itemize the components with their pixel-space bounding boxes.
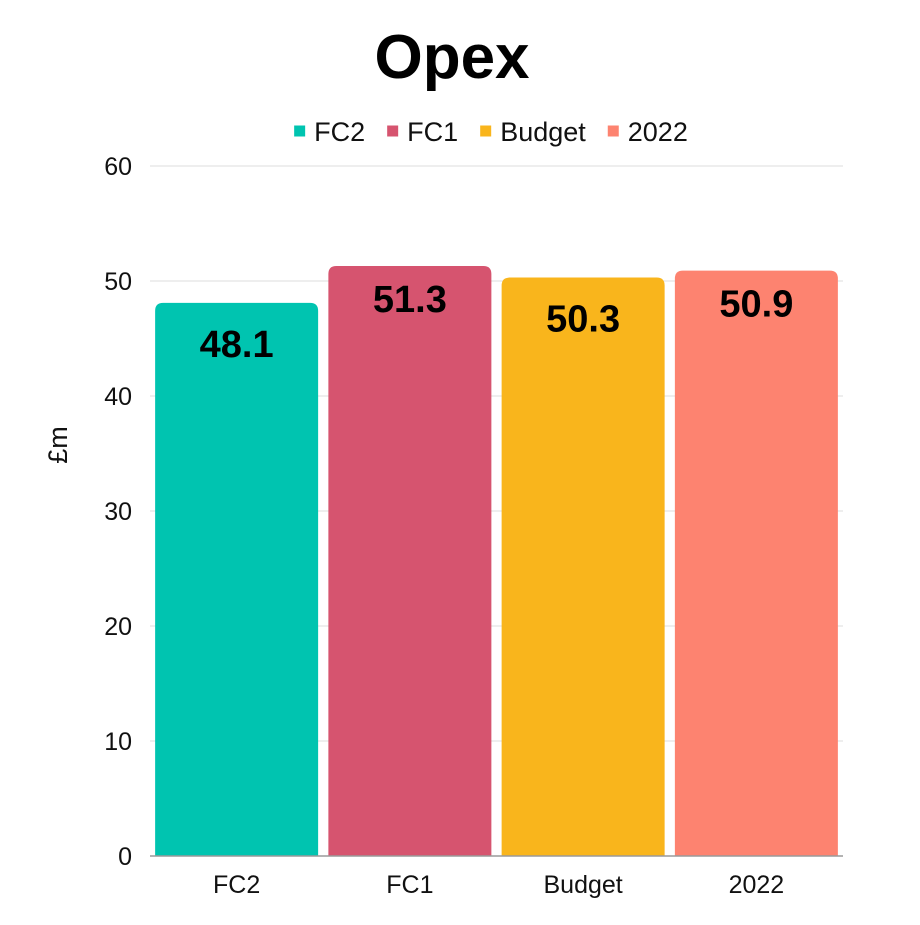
chart-title: Opex [374, 23, 530, 92]
data-label-2022: 50.9 [719, 284, 793, 326]
bar-fc2 [155, 302, 319, 857]
legend-swatch-2022 [607, 125, 619, 137]
legend-label-2022: 2022 [628, 117, 688, 147]
data-label-budget: 50.3 [546, 299, 620, 341]
bars [155, 266, 838, 857]
x-tick-label-2022: 2022 [729, 871, 785, 899]
bar-2022 [674, 270, 838, 856]
y-tick-label: 60 [104, 153, 132, 181]
y-tick-label: 20 [104, 613, 132, 641]
legend-label-budget: Budget [500, 117, 586, 147]
x-tick-label-budget: Budget [544, 871, 623, 899]
x-tick-label-fc1: FC1 [386, 871, 433, 899]
y-tick-label: 10 [104, 728, 132, 756]
bar-fc1 [328, 266, 492, 856]
data-labels: 48.1 51.3 50.3 50.9 [200, 279, 794, 366]
legend-swatch-fc2 [294, 125, 306, 137]
x-tick-label-fc2: FC2 [213, 871, 260, 899]
y-axis: 0 10 20 30 40 50 60 [104, 153, 132, 871]
legend-swatch-fc1 [387, 125, 399, 137]
x-axis: FC2 FC1 Budget 2022 [150, 855, 843, 899]
data-label-fc1: 51.3 [373, 279, 447, 321]
y-tick-label: 40 [104, 383, 132, 411]
legend-label-fc1: FC1 [407, 117, 458, 147]
legend-label-fc2: FC2 [314, 117, 365, 147]
legend: FC2 FC1 Budget 2022 [294, 117, 688, 147]
legend-swatch-budget [480, 125, 492, 137]
data-label-fc2: 48.1 [200, 324, 274, 366]
y-axis-label: £m [43, 426, 73, 464]
y-tick-label: 30 [104, 498, 132, 526]
y-tick-label: 50 [104, 268, 132, 296]
y-tick-label: 0 [118, 843, 132, 871]
bar-budget [501, 277, 665, 856]
